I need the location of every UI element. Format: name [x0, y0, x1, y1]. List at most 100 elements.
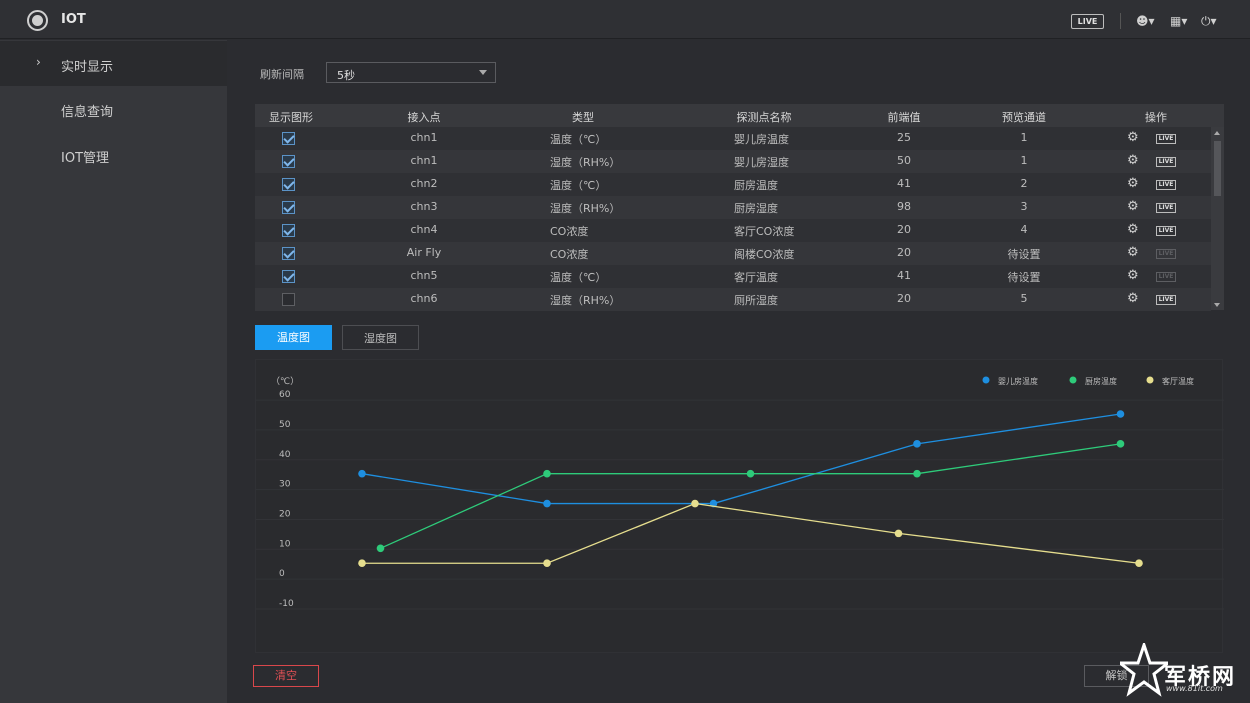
show-graph-checkbox[interactable]	[282, 201, 295, 214]
data-point	[1116, 410, 1125, 418]
y-tick-label: 0	[279, 569, 285, 579]
gear-icon[interactable]: ⚙	[1127, 176, 1139, 191]
legend-label: 婴儿房温度	[998, 376, 1038, 386]
row-live-button[interactable]: LIVE	[1156, 134, 1176, 144]
scroll-down-icon[interactable]	[1214, 303, 1220, 307]
scroll-up-icon[interactable]	[1214, 131, 1220, 135]
user-icon[interactable]: ☻▾	[1136, 14, 1155, 28]
divider	[1120, 13, 1121, 29]
cell-probe-name: 阁楼CO浓度	[734, 248, 795, 261]
data-point	[376, 544, 385, 553]
row-live-button: LIVE	[1156, 249, 1176, 259]
data-point	[913, 469, 921, 478]
row-live-button[interactable]: LIVE	[1156, 203, 1176, 213]
gear-icon[interactable]: ⚙	[1127, 153, 1139, 168]
show-graph-checkbox[interactable]	[282, 293, 295, 306]
unlock-button[interactable]: 解锁	[1084, 665, 1149, 687]
gear-icon[interactable]: ⚙	[1127, 222, 1139, 237]
table-row: chn1 温度（℃） 婴儿房温度 25 1 ⚙ LIVE	[255, 127, 1211, 150]
watermark-url: www.81it.com	[1166, 684, 1223, 693]
show-graph-checkbox[interactable]	[282, 178, 295, 191]
show-graph-checkbox[interactable]	[282, 270, 295, 283]
legend-marker	[982, 376, 990, 384]
data-point	[543, 559, 551, 568]
row-live-button: LIVE	[1156, 272, 1176, 282]
cell-front-value: 20	[897, 292, 911, 305]
row-live-button[interactable]: LIVE	[1156, 226, 1176, 236]
cell-type: 温度（℃）	[550, 133, 607, 146]
row-live-button[interactable]: LIVE	[1156, 157, 1176, 167]
legend-marker	[1146, 376, 1154, 384]
refresh-interval-label: 刷新间隔	[260, 68, 304, 81]
cell-access-point: chn1	[410, 154, 438, 167]
gear-icon[interactable]: ⚙	[1127, 130, 1139, 145]
row-live-button[interactable]: LIVE	[1156, 180, 1176, 190]
table-row: chn1 湿度（RH%） 婴儿房湿度 50 1 ⚙ LIVE	[255, 150, 1211, 173]
y-tick-label: 10	[279, 539, 291, 549]
scroll-thumb[interactable]	[1214, 141, 1221, 196]
tab-temperature-chart[interactable]: 温度图	[255, 325, 332, 350]
live-view-button[interactable]: LIVE	[1071, 14, 1104, 29]
power-icon[interactable]: ⏻▾	[1201, 14, 1217, 28]
legend-label: 客厅温度	[1162, 376, 1194, 386]
cell-access-point: Air Fly	[406, 246, 442, 259]
data-point	[543, 499, 551, 508]
gear-icon[interactable]: ⚙	[1127, 245, 1139, 260]
data-point	[913, 440, 921, 448]
cell-preview-channel: 4	[1020, 223, 1028, 236]
sidebar-item-realtime[interactable]: › 实时显示	[0, 41, 227, 86]
table-row: chn4 CO浓度 客厅CO浓度 20 4 ⚙ LIVE	[255, 219, 1211, 242]
cell-front-value: 41	[897, 177, 911, 190]
y-tick-label: 20	[279, 509, 291, 519]
sidebar-item-iot-management[interactable]: IOT管理	[0, 132, 227, 177]
y-tick-label: -10	[279, 599, 294, 609]
col-show-graph: 显示图形	[269, 111, 313, 124]
sidebar-item-label: 实时显示	[61, 60, 114, 75]
data-point	[691, 499, 699, 508]
cell-access-point: chn5	[410, 269, 438, 282]
data-point	[543, 469, 551, 478]
cell-front-value: 25	[897, 131, 911, 144]
legend-marker	[1069, 376, 1077, 384]
cell-probe-name: 客厅CO浓度	[734, 225, 795, 238]
top-bar: IOT LIVE ☻▾ ▦▾ ⏻▾	[0, 0, 1250, 39]
sidebar-item-info-query[interactable]: 信息查询	[0, 86, 227, 131]
clear-button[interactable]: 清空	[253, 665, 319, 687]
cell-front-value: 50	[897, 154, 911, 167]
table-header: 显示图形 接入点 类型 探测点名称 前端值 预览通道 操作	[255, 104, 1224, 127]
gear-icon[interactable]: ⚙	[1127, 199, 1139, 214]
cell-probe-name: 厨房温度	[734, 179, 778, 192]
table-scrollbar[interactable]	[1211, 127, 1224, 310]
col-type: 类型	[572, 111, 594, 124]
y-axis-label: （℃）	[271, 376, 299, 387]
sidebar-item-label: 信息查询	[61, 105, 114, 120]
cell-type: 湿度（RH%）	[550, 202, 621, 215]
cell-access-point: chn4	[410, 223, 438, 236]
gear-icon[interactable]: ⚙	[1127, 268, 1139, 283]
cell-type: 湿度（RH%）	[550, 156, 621, 169]
table-row: Air Fly CO浓度 阁楼CO浓度 20 待设置 ⚙ LIVE	[255, 242, 1211, 265]
cell-front-value: 20	[897, 246, 911, 259]
show-graph-checkbox[interactable]	[282, 247, 295, 260]
cell-front-value: 20	[897, 223, 911, 236]
cell-access-point: chn3	[410, 200, 438, 213]
cell-preview-channel: 待设置	[1007, 248, 1041, 261]
data-point	[358, 559, 366, 568]
show-graph-checkbox[interactable]	[282, 132, 295, 145]
chevron-right-icon: ›	[36, 55, 41, 69]
refresh-interval-select[interactable]: 5秒	[326, 62, 496, 83]
col-access-point: 接入点	[407, 111, 441, 124]
cell-front-value: 98	[897, 200, 911, 213]
row-live-button[interactable]: LIVE	[1156, 295, 1176, 305]
tab-humidity-chart[interactable]: 湿度图	[342, 325, 419, 350]
col-front-value: 前端值	[887, 111, 921, 124]
legend-label: 厨房温度	[1085, 376, 1117, 386]
gear-icon[interactable]: ⚙	[1127, 291, 1139, 306]
cell-preview-channel: 5	[1020, 292, 1028, 305]
layout-icon[interactable]: ▦▾	[1170, 14, 1188, 28]
show-graph-checkbox[interactable]	[282, 224, 295, 237]
watermark: 军桥网 www.81it.com	[1118, 643, 1250, 703]
y-tick-label: 40	[279, 450, 291, 460]
chevron-down-icon	[479, 70, 487, 75]
show-graph-checkbox[interactable]	[282, 155, 295, 168]
